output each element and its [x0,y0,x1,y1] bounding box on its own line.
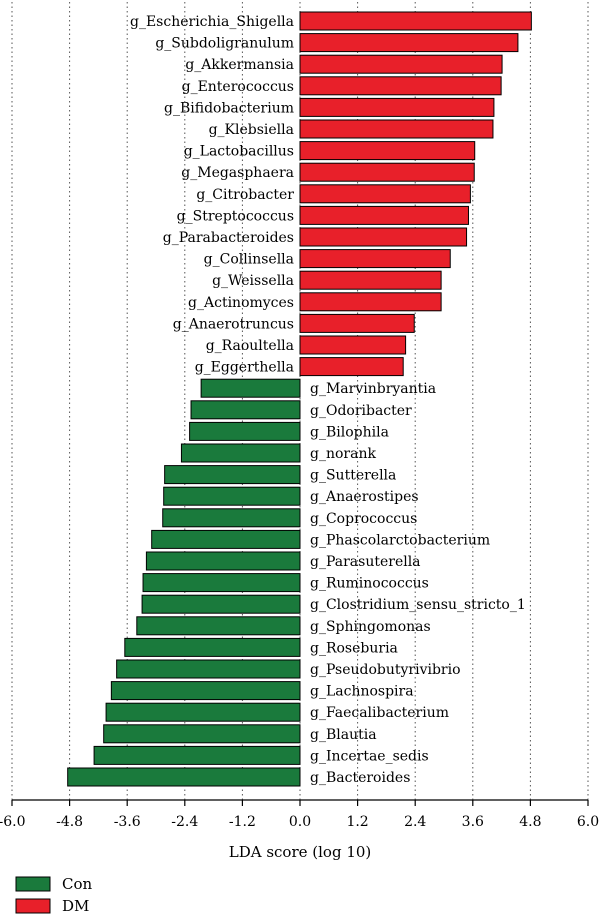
bar-label: g_Incertae_sedis [310,748,429,764]
x-tick-label: 4.8 [519,814,541,830]
bar-label: g_Klebsiella [209,122,294,138]
bar-label: g_Faecalibacterium [310,705,449,721]
x-axis-title: LDA score (log 10) [229,843,372,861]
bar-g-enterococcus [299,76,502,96]
x-tick-label: -2.4 [171,814,198,830]
bar-g-bifidobacterium [299,97,495,117]
bar-label: g_Escherichia_Shigella [130,14,294,30]
bar-label: g_Odoribacter [310,403,412,419]
bar-g-actinomyces [299,292,442,312]
x-tick-label: 6.0 [577,814,599,830]
bar-label: g_Roseburia [310,640,398,656]
bar-label: g_Coprococcus [310,511,417,527]
bar-label: g_Anaerostipes [310,489,419,505]
legend-swatch-dm [15,898,51,914]
bar-g-anaerotruncus [299,313,415,333]
bar-g-megasphaera [299,162,475,182]
x-tick-label: 2.4 [404,814,426,830]
bar-labels-group: g_Escherichia_Shigella g_Subdoligranulumg… [130,14,526,786]
bar-label: g_Parabacteroides [163,230,294,246]
x-tick-label: 0.0 [289,814,311,830]
bar-g-subdoligranulum [299,33,519,53]
x-tick-label: -6.0 [0,814,26,830]
bar-label: g_Bacteroides [310,770,410,786]
bar-g-parabacteroides [299,227,468,247]
bar-g-eggerthella [299,357,404,377]
bar-g-pseudobutyrivibrio [116,659,301,679]
bar-label: g_Raoultella [206,338,294,354]
legend-label-con: Con [62,875,93,893]
x-tick-label: 1.2 [346,814,368,830]
bar-g-escherichia-shigella [299,11,532,31]
bar-g-citrobacter [299,184,471,204]
bar-g-faecalibacterium [105,702,301,722]
x-axis: -6.0 -4.8 -3.6 -2.4 -1.2 0.0 1.2 2.4 3.6 4.8 6.0 [0,799,599,830]
bar-label: g_Streptococcus [177,208,294,224]
bar-label: g_Akkermansia [185,57,294,73]
bar-label: g_Subdoligranulum [155,36,294,52]
x-tick-label: -4.8 [56,814,83,830]
x-tick-label: -1.2 [229,814,256,830]
bar-g-weissella [299,270,442,290]
bar-label: g_Bifidobacterium [164,100,294,116]
x-tick-label: 3.6 [462,814,484,830]
bar-label: g_Ruminococcus [310,576,429,592]
bars-group [67,11,532,787]
bar-g-bacteroides [67,767,301,787]
bar-g-lachnospira [110,681,301,701]
bar-label: g_Citrobacter [196,187,294,203]
bar-g-raoultella [299,335,407,355]
bar-label: g_Sphingomonas [310,619,431,635]
legend-swatch-con [15,876,51,892]
bar-label: g_Eggerthella [195,360,294,376]
bar-g-clostridium-sensu-stricto-1 [141,594,301,614]
bar-g-norank [180,443,301,463]
bar-g-odoribacter [190,400,301,420]
bar-label: g_Phascolarctobacterium [310,532,490,548]
bar-label: g_Bilophila [310,424,389,440]
x-tick-label: -3.6 [114,814,141,830]
bar-label: g_Actinomyces [188,295,294,311]
bar-label: g_Megasphaera [181,165,294,181]
bar-label: g_Enterococcus [182,79,294,95]
bar-g-klebsiella [299,119,494,139]
bar-g-parasuterella [145,551,301,571]
bar-g-blautia [103,724,301,744]
bar-g-streptococcus [299,205,469,225]
bar-label: g_Pseudobutyrivibrio [310,662,461,678]
bar-label: g_Lachnospira [310,684,414,700]
bar-g-coprococcus [162,508,301,528]
bar-label: g_Marvinbryantia [310,381,436,397]
bar-g-collinsella [299,249,451,269]
legend-label-dm: DM [62,897,89,915]
bar-label: g_Collinsella [204,252,294,268]
bar-g-phascolarctobacterium [151,529,301,549]
bar-g-ruminococcus [142,573,301,593]
bar-label: g_Sutterella [310,468,396,484]
bar-g-lactobacillus [299,141,476,161]
bar-label: g_Weissella [212,273,294,289]
bar-label: g_Clostridium_sensu_stricto_1 [310,597,526,613]
bar-label: g_Parasuterella [310,554,421,570]
bar-g-marvinbryantia [200,378,301,398]
bar-g-incertae-sedis [93,745,301,765]
bar-label: g_norank [310,446,376,462]
bar-g-bilophila [189,421,301,441]
bar-g-anaerostipes [163,486,301,506]
bar-label: g_Lactobacillus [184,144,294,160]
bar-label: g_Blautia [310,727,377,743]
legend: Con DM [15,875,93,915]
bar-g-akkermansia [299,54,503,74]
bar-g-roseburia [124,637,301,657]
bar-g-sutterella [164,465,301,485]
bar-label: g_Anaerotruncus [173,316,294,332]
bar-g-sphingomonas [136,616,301,636]
